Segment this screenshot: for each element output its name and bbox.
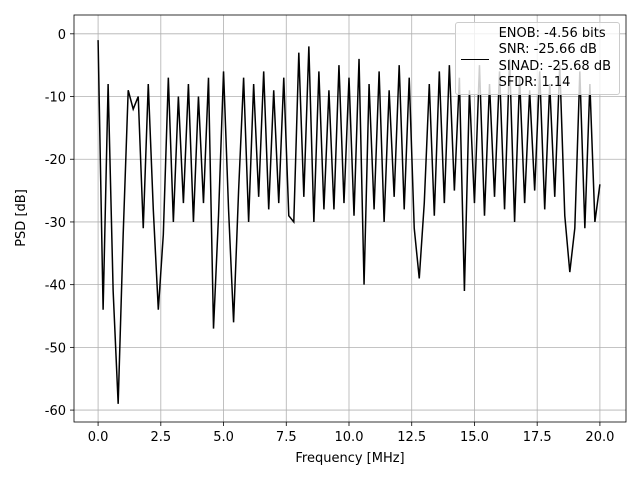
- x-tick-label: 17.5: [523, 430, 552, 445]
- legend-line: [460, 59, 489, 60]
- x-tick-label: 7.5: [276, 430, 297, 445]
- x-tick-label: 15.0: [460, 430, 489, 445]
- y-tick-label: -50: [45, 341, 66, 356]
- x-tick-label: 12.5: [397, 430, 426, 445]
- x-tick-label: 0.0: [88, 430, 109, 445]
- psd-line: [97, 40, 601, 404]
- y-tick-label: -40: [45, 279, 66, 294]
- axes-frame: [73, 14, 627, 423]
- y-axis-label: PSD [dB]: [14, 189, 29, 247]
- y-tick-label: -10: [45, 91, 66, 106]
- x-tick-label: 2.5: [150, 430, 171, 445]
- y-tick-label: 0: [58, 28, 66, 43]
- y-tick-label: -30: [45, 216, 66, 231]
- x-tick-label: 10.0: [335, 430, 364, 445]
- legend-label: ENOB: -4.56 bits SNR: -25.66 dB SINAD: -…: [498, 26, 611, 90]
- x-tick-label: 5.0: [213, 430, 234, 445]
- x-axis-label: Frequency [MHz]: [295, 451, 404, 466]
- y-tick-label: -20: [45, 153, 66, 168]
- y-tick-label: -60: [45, 404, 66, 419]
- x-tick-label: 20.0: [585, 430, 614, 445]
- legend: ENOB: -4.56 bits SNR: -25.66 dB SINAD: -…: [454, 22, 620, 96]
